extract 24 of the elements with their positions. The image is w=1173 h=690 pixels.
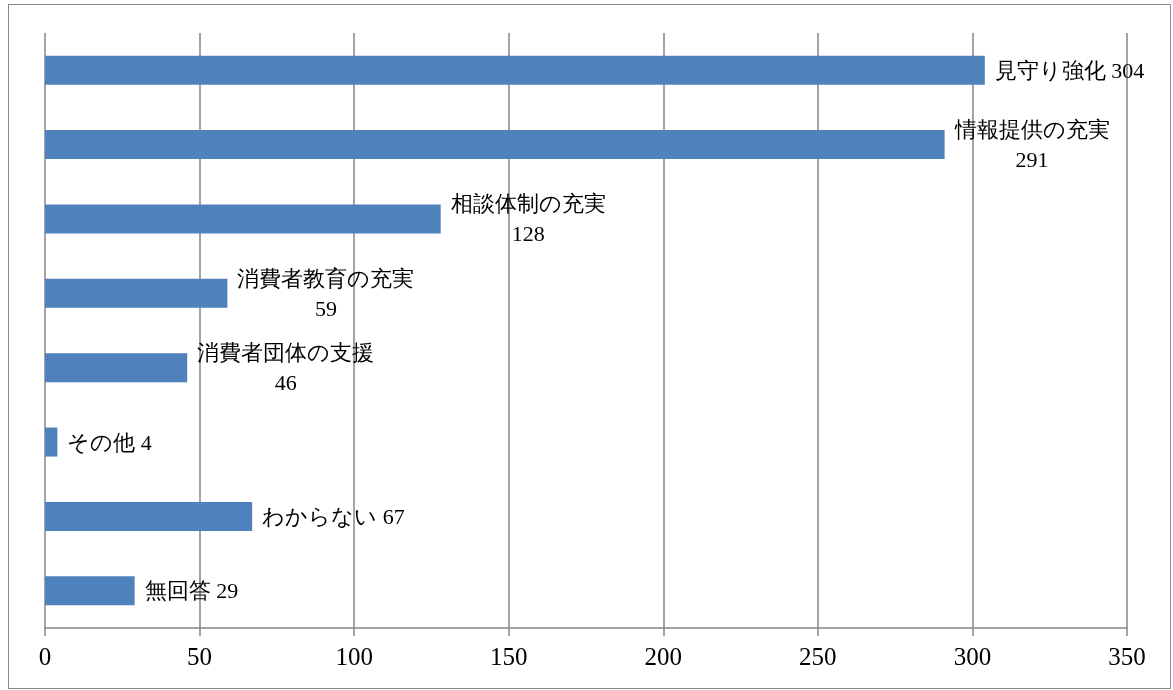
bar — [45, 427, 58, 457]
data-label: 見守り強化 304 — [994, 57, 1145, 83]
x-tick-label: 100 — [335, 643, 373, 670]
bar — [45, 353, 188, 383]
bar — [45, 204, 441, 234]
data-label: 無回答 29 — [144, 578, 239, 604]
bar — [45, 501, 253, 531]
data-label: その他 4 — [67, 429, 152, 455]
x-tick-label: 350 — [1108, 643, 1146, 670]
x-tick-label: 150 — [489, 643, 528, 670]
bar — [45, 278, 228, 308]
data-label: 相談体制の充実 128 — [450, 191, 606, 247]
bar — [45, 576, 135, 606]
x-tick-label: 50 — [187, 643, 213, 670]
data-label: 消費者教育の充実 59 — [237, 265, 415, 321]
bar — [45, 55, 985, 85]
data-label: 情報提供の充実 291 — [953, 117, 1110, 173]
data-label: わからない 67 — [262, 503, 405, 529]
x-tick-label: 250 — [799, 643, 837, 670]
x-tick-label: 200 — [644, 643, 683, 670]
x-tick-label: 300 — [953, 643, 992, 670]
data-label: 消費者団体の支援 46 — [197, 340, 375, 396]
bar — [45, 130, 945, 160]
x-tick-label: 0 — [38, 643, 52, 670]
